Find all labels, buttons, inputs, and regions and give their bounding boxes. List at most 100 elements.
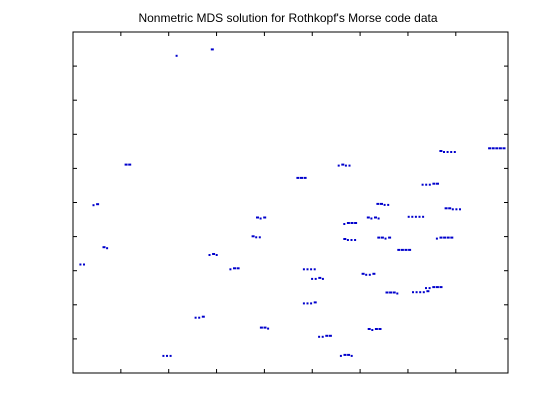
morse-dot bbox=[302, 268, 305, 271]
data-point bbox=[343, 238, 357, 241]
morse-dot bbox=[418, 215, 421, 218]
morse-dash bbox=[372, 272, 376, 275]
morse-dot bbox=[453, 151, 456, 153]
morse-dash bbox=[354, 222, 358, 224]
morse-dot bbox=[354, 239, 357, 241]
data-point bbox=[444, 207, 461, 211]
data-point bbox=[92, 203, 100, 207]
morse-dash bbox=[296, 176, 300, 179]
morse-dash bbox=[439, 236, 443, 239]
data-point bbox=[397, 248, 412, 251]
morse-dash bbox=[376, 202, 380, 205]
morse-dot bbox=[255, 236, 258, 239]
morse-dash bbox=[341, 163, 345, 166]
morse-dash bbox=[432, 286, 436, 289]
morse-dash bbox=[303, 176, 307, 179]
data-point bbox=[337, 163, 351, 167]
morse-dash bbox=[444, 207, 448, 210]
morse-dot bbox=[419, 291, 422, 294]
morse-dot bbox=[321, 277, 324, 280]
data-point bbox=[318, 334, 332, 338]
morse-dash bbox=[128, 163, 132, 166]
morse-dot bbox=[446, 151, 449, 153]
data-point bbox=[367, 328, 382, 331]
morse-dash bbox=[488, 147, 492, 150]
morse-dash bbox=[325, 334, 329, 337]
data-point bbox=[361, 272, 376, 276]
morse-dot bbox=[229, 268, 232, 271]
data-point bbox=[259, 326, 270, 330]
morse-dash bbox=[124, 163, 128, 166]
data-point bbox=[421, 182, 439, 186]
morse-dash bbox=[392, 291, 396, 294]
morse-dot bbox=[422, 291, 425, 294]
morse-dash bbox=[502, 147, 506, 150]
morse-dash bbox=[436, 182, 439, 185]
morse-dot bbox=[365, 273, 368, 276]
morse-dash bbox=[377, 236, 381, 239]
morse-dot bbox=[435, 237, 438, 240]
morse-dash bbox=[404, 248, 408, 251]
morse-dot bbox=[383, 203, 386, 206]
data-point bbox=[79, 263, 85, 266]
morse-dash bbox=[439, 286, 443, 289]
morse-dot bbox=[258, 236, 261, 239]
morse-dash bbox=[350, 222, 354, 224]
morse-dot bbox=[415, 291, 418, 294]
morse-dot bbox=[313, 268, 316, 271]
morse-dot bbox=[162, 354, 165, 357]
morse-dot bbox=[455, 208, 458, 211]
morse-dash bbox=[389, 291, 393, 294]
morse-dash bbox=[96, 203, 100, 206]
morse-dot bbox=[79, 263, 82, 266]
morse-dot bbox=[428, 183, 431, 186]
morse-dot bbox=[425, 287, 427, 290]
morse-dot bbox=[321, 335, 324, 338]
morse-dot bbox=[302, 302, 305, 305]
morse-dash bbox=[374, 216, 377, 219]
morse-dash bbox=[343, 238, 347, 240]
morse-dot bbox=[428, 287, 431, 290]
data-point bbox=[488, 147, 506, 150]
morse-dash bbox=[366, 216, 370, 219]
data-point bbox=[256, 216, 267, 220]
data-point bbox=[194, 315, 205, 319]
data-point bbox=[175, 54, 178, 57]
data-point bbox=[376, 202, 390, 206]
morse-dash bbox=[361, 272, 365, 275]
morse-dash bbox=[328, 334, 332, 337]
morse-dot bbox=[208, 254, 211, 256]
morse-dot bbox=[451, 208, 454, 211]
chart-title: Nonmetric MDS solution for Rothkopf's Mo… bbox=[138, 11, 437, 25]
morse-dot bbox=[310, 268, 313, 271]
morse-dash bbox=[259, 326, 263, 329]
morse-dot bbox=[306, 268, 309, 271]
data-point bbox=[251, 235, 261, 239]
morse-dash bbox=[448, 207, 452, 210]
data-point bbox=[407, 215, 425, 218]
morse-dash bbox=[446, 236, 450, 239]
morse-dot bbox=[318, 335, 321, 338]
morse-dot bbox=[377, 217, 380, 220]
data-point bbox=[339, 353, 353, 357]
morse-dash bbox=[388, 236, 392, 239]
morse-dot bbox=[166, 354, 168, 357]
morse-dash bbox=[210, 48, 214, 51]
morse-dot bbox=[422, 215, 425, 218]
morse-dot bbox=[169, 354, 172, 357]
morse-dash bbox=[318, 276, 322, 279]
morse-dot bbox=[387, 203, 390, 206]
morse-dot bbox=[421, 183, 424, 186]
data-point bbox=[102, 246, 109, 250]
data-point bbox=[385, 291, 399, 295]
data-point bbox=[412, 290, 430, 294]
morse-dot bbox=[83, 263, 85, 266]
morse-dot bbox=[346, 239, 349, 241]
morse-dot bbox=[198, 316, 201, 319]
morse-dot bbox=[311, 277, 314, 280]
morse-dot bbox=[350, 239, 353, 241]
morse-dash bbox=[491, 147, 495, 150]
morse-dot bbox=[350, 354, 353, 357]
data-point bbox=[425, 286, 443, 290]
data-point bbox=[343, 222, 358, 225]
